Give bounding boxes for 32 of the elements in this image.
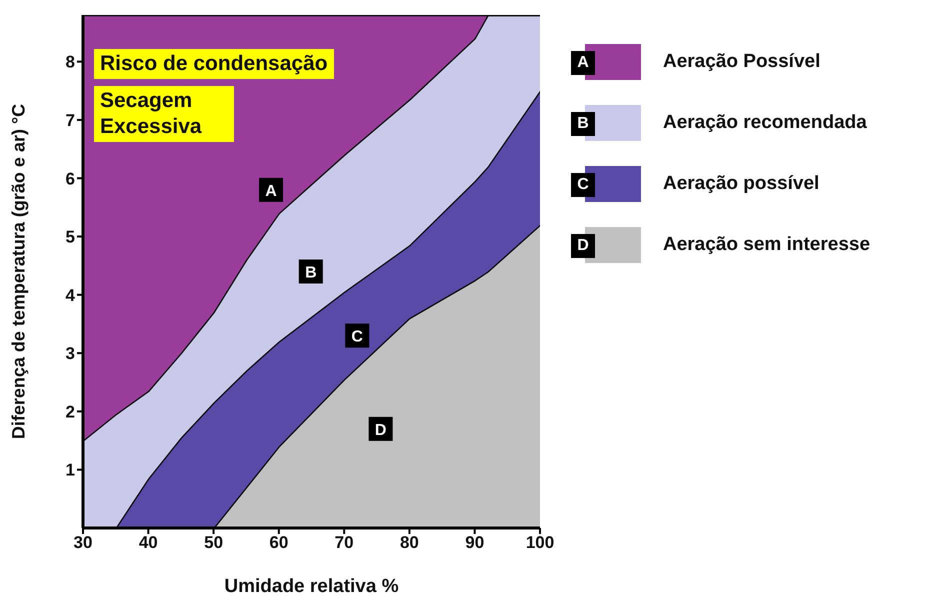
text: B bbox=[577, 114, 589, 132]
y-tick-label: 6 bbox=[66, 169, 75, 188]
y-tick-label: 2 bbox=[66, 402, 75, 422]
y-axis-title: Diferença de temperatura (grão e ar) °C bbox=[8, 104, 28, 440]
x-axis-title: Umidade relativa % bbox=[224, 576, 399, 597]
annotation: A bbox=[265, 182, 278, 200]
x-tick-label: 70 bbox=[334, 533, 354, 552]
legend-label: Aeração recomendada bbox=[663, 112, 867, 134]
x-tick-label: 80 bbox=[400, 533, 419, 552]
y-tick-label: 1 bbox=[66, 460, 75, 480]
annotation: D bbox=[374, 422, 386, 439]
annotation: B bbox=[305, 264, 317, 282]
legend-label: Aeração sem interesse bbox=[663, 234, 870, 256]
y-tick-label: 4 bbox=[66, 286, 76, 305]
x-tick-label: 100 bbox=[526, 533, 554, 552]
y-tick-label: 7 bbox=[66, 110, 75, 130]
x-tick-label: 30 bbox=[74, 533, 92, 552]
text: A bbox=[577, 54, 589, 70]
text: D bbox=[577, 236, 589, 254]
y-tick-label: 3 bbox=[66, 344, 75, 364]
x-tick-label: 60 bbox=[269, 533, 288, 552]
x-tick-label: 50 bbox=[204, 533, 224, 552]
x-tick-label: 90 bbox=[465, 533, 484, 552]
legend-label: Aeração Possível bbox=[663, 50, 820, 72]
annotation: Secagem Excessiva bbox=[94, 86, 234, 142]
y-tick-label: 5 bbox=[66, 228, 75, 247]
annotation: Risco de condensação bbox=[94, 49, 334, 79]
text: C bbox=[577, 176, 589, 192]
x-tick-label: 40 bbox=[138, 533, 158, 552]
legend-label: Aeração possível bbox=[663, 172, 820, 194]
y-tick-label: 8 bbox=[66, 52, 75, 72]
annotation: C bbox=[351, 328, 364, 346]
